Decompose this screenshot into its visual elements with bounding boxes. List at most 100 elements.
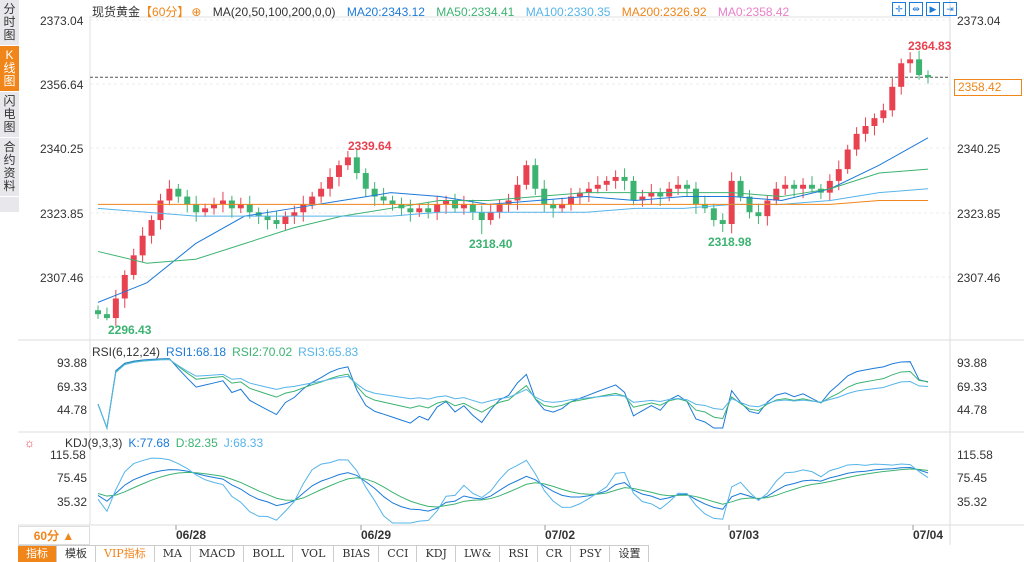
toolbar-7[interactable]: BIAS	[334, 546, 380, 562]
candle	[291, 212, 298, 217]
x-label-0702: 07/02	[545, 528, 576, 542]
candle	[211, 204, 218, 209]
toolbar-3[interactable]: MA	[155, 546, 191, 562]
toolbar-14[interactable]: 设置	[610, 546, 650, 562]
candle	[371, 188, 378, 197]
candle	[434, 204, 441, 213]
candle	[121, 274, 128, 299]
chart-header: 现货黄金【60分】 ⊕ MA(20,50,100,200,0,0) MA20:23…	[92, 3, 797, 20]
toolbar-0[interactable]: 指标	[18, 546, 57, 562]
candle	[487, 212, 494, 221]
candle	[282, 216, 289, 224]
kdj-axis-1: 75.45	[57, 471, 88, 485]
kdj-axis-0: 115.58	[50, 448, 86, 462]
tab-flash[interactable]: 闪电图	[0, 92, 19, 138]
candle	[344, 157, 351, 166]
candle	[541, 188, 548, 205]
candle	[844, 149, 851, 170]
candle	[871, 118, 878, 126]
price-axis-left-4: 2307.46	[40, 271, 84, 285]
toolbar-10[interactable]: LW&	[456, 546, 501, 562]
instrument-title: 现货黄金	[92, 5, 141, 19]
candle	[880, 110, 887, 119]
ma20-line	[97, 137, 929, 303]
candle	[603, 180, 610, 185]
candle	[460, 204, 467, 209]
kdj-axis-2: 35.32	[57, 495, 88, 509]
candle	[684, 184, 691, 189]
period-label: 【60分】	[140, 5, 190, 19]
period-selector[interactable]: 60分 ▲	[18, 526, 90, 545]
price-axis-left-3: 2323.85	[40, 207, 84, 221]
kdj-axis-right-0: 115.58	[957, 448, 993, 462]
candle	[835, 169, 842, 181]
toolbar-8[interactable]: CCI	[379, 546, 418, 562]
kdj-settings-icon[interactable]: ☼	[24, 436, 35, 450]
price-axis-right-2: 2340.25	[957, 142, 1001, 156]
candle	[425, 208, 432, 213]
kline-chart[interactable]	[0, 0, 1024, 545]
candle	[219, 200, 226, 205]
ma200-line	[98, 199, 928, 205]
ma200-value: MA200:2326.92	[621, 5, 707, 19]
end-icon[interactable]: ⇥	[943, 2, 957, 16]
fit-icon[interactable]: ⇹	[909, 2, 923, 16]
toolbar-12[interactable]: CR	[538, 546, 572, 562]
kdj-j-line	[97, 457, 929, 524]
toolbar-13[interactable]: PSY	[571, 546, 611, 562]
ma0-value: MA0:2358.42	[717, 5, 790, 19]
candle	[193, 204, 200, 213]
x-label-0703: 07/03	[729, 528, 760, 542]
x-label-0628: 06/28	[176, 528, 207, 542]
candle	[327, 176, 334, 189]
rsi-axis-0: 93.88	[57, 356, 88, 370]
rsi-axis-2: 44.78	[57, 403, 88, 417]
candle	[103, 314, 110, 319]
tab-timeshare[interactable]: 分时图	[0, 0, 19, 46]
candle	[202, 208, 209, 213]
ma20-value: MA20:2343.12	[346, 5, 425, 19]
toolbar-9[interactable]: KDJ	[417, 546, 456, 562]
candle	[585, 188, 592, 193]
kdj-k-value: K:77.68	[128, 436, 170, 450]
kdj-axis-right-1: 75.45	[957, 471, 988, 485]
candle	[612, 176, 619, 181]
tab-contract-info[interactable]: 合约资料	[0, 138, 19, 197]
toolbar-1[interactable]: 模板	[57, 546, 96, 562]
toolbar-6[interactable]: VOL	[293, 546, 335, 562]
toolbar-5[interactable]: BOLL	[244, 546, 294, 562]
candle	[380, 196, 387, 201]
candle	[443, 200, 450, 205]
candle	[353, 157, 360, 174]
toolbar-11[interactable]: RSI	[500, 546, 538, 562]
ma-label[interactable]: MA(20,50,100,200,0,0)	[212, 5, 336, 19]
rsi-label[interactable]: RSI(6,12,24)	[92, 345, 161, 359]
candle	[773, 188, 780, 201]
rsi24-line	[97, 359, 929, 430]
candle	[808, 184, 815, 189]
candle	[532, 165, 539, 189]
candle	[318, 188, 325, 197]
candle	[273, 220, 280, 224]
candle	[550, 204, 557, 209]
candle	[648, 192, 655, 197]
play-icon[interactable]: ▶	[926, 2, 940, 16]
candle	[523, 165, 530, 185]
candle	[496, 204, 503, 213]
tab-kline[interactable]: K线图	[0, 46, 19, 92]
kdj-d-value: D:82.35	[175, 436, 218, 450]
trough-annotation-2: 2318.98	[708, 235, 752, 249]
price-axis-left-0: 2373.04	[40, 14, 84, 28]
rsi6-line	[97, 358, 929, 430]
x-label-0629: 06/29	[361, 528, 392, 542]
kdj-label[interactable]: KDJ(9,3,3)	[65, 436, 123, 450]
candle	[764, 200, 771, 217]
rsi2-value: RSI2:70.02	[232, 345, 293, 359]
crosshair-icon[interactable]: ✛	[892, 2, 906, 16]
settings-icon[interactable]: ⊕	[191, 5, 202, 19]
toolbar-2[interactable]: VIP指标	[96, 546, 155, 562]
price-axis-left-1: 2356.64	[40, 78, 84, 92]
rsi12-line	[97, 358, 929, 430]
ma100-line	[97, 188, 929, 217]
toolbar-4[interactable]: MACD	[191, 546, 245, 562]
